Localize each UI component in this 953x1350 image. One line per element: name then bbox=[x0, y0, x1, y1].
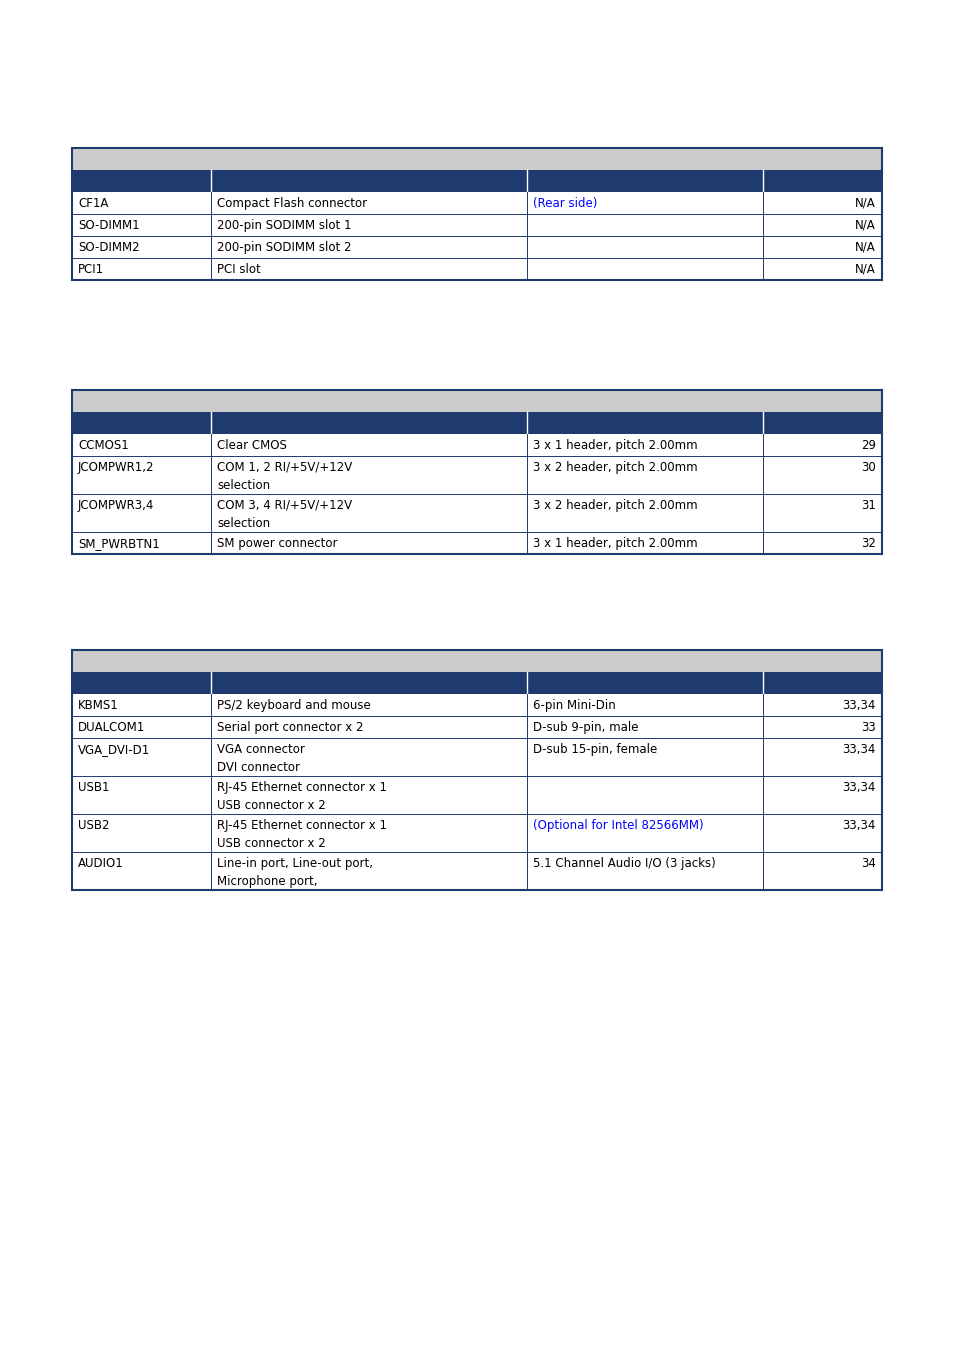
Bar bbox=[71, 412, 882, 433]
Bar bbox=[71, 852, 882, 890]
Text: VGA_DVI-D1: VGA_DVI-D1 bbox=[78, 743, 150, 756]
Bar bbox=[71, 390, 882, 554]
Text: DUALCOM1: DUALCOM1 bbox=[78, 721, 145, 734]
Text: D-sub 15-pin, female: D-sub 15-pin, female bbox=[533, 743, 657, 756]
Text: 33,34: 33,34 bbox=[841, 743, 875, 756]
Text: N/A: N/A bbox=[854, 219, 875, 232]
Text: PCI slot: PCI slot bbox=[217, 263, 261, 275]
Text: AUDIO1: AUDIO1 bbox=[78, 857, 124, 869]
Text: (Rear side): (Rear side) bbox=[533, 197, 597, 211]
Bar bbox=[71, 494, 882, 532]
Text: 33: 33 bbox=[861, 721, 875, 734]
Text: SM power connector: SM power connector bbox=[217, 537, 337, 549]
Text: 200-pin SODIMM slot 1: 200-pin SODIMM slot 1 bbox=[217, 219, 352, 232]
Bar bbox=[71, 649, 882, 890]
Text: COM 3, 4 RI/+5V/+12V
selection: COM 3, 4 RI/+5V/+12V selection bbox=[217, 500, 352, 531]
Text: 32: 32 bbox=[861, 537, 875, 549]
Text: 200-pin SODIMM slot 2: 200-pin SODIMM slot 2 bbox=[217, 242, 352, 254]
Text: 30: 30 bbox=[861, 460, 875, 474]
Text: USB1: USB1 bbox=[78, 782, 110, 794]
Bar bbox=[71, 694, 882, 716]
Bar bbox=[71, 390, 882, 412]
Text: Compact Flash connector: Compact Flash connector bbox=[217, 197, 367, 211]
Text: PS/2 keyboard and mouse: PS/2 keyboard and mouse bbox=[217, 699, 371, 711]
Text: SM_PWRBTN1: SM_PWRBTN1 bbox=[78, 537, 159, 549]
Text: 33,34: 33,34 bbox=[841, 819, 875, 832]
Text: Line-in port, Line-out port,
Microphone port,: Line-in port, Line-out port, Microphone … bbox=[217, 857, 373, 888]
Text: N/A: N/A bbox=[854, 263, 875, 275]
Text: 33,34: 33,34 bbox=[841, 782, 875, 794]
Text: (Optional for Intel 82566MM): (Optional for Intel 82566MM) bbox=[533, 819, 703, 832]
Text: KBMS1: KBMS1 bbox=[78, 699, 118, 711]
Bar bbox=[71, 236, 882, 258]
Text: 29: 29 bbox=[861, 439, 875, 452]
Text: SO-DIMM2: SO-DIMM2 bbox=[78, 242, 139, 254]
Text: RJ-45 Ethernet connector x 1
USB connector x 2: RJ-45 Ethernet connector x 1 USB connect… bbox=[217, 782, 387, 811]
Text: Clear CMOS: Clear CMOS bbox=[217, 439, 287, 452]
Bar bbox=[71, 649, 882, 672]
Text: VGA connector
DVI connector: VGA connector DVI connector bbox=[217, 743, 305, 774]
Text: N/A: N/A bbox=[854, 197, 875, 211]
Text: Serial port connector x 2: Serial port connector x 2 bbox=[217, 721, 363, 734]
Text: CF1A: CF1A bbox=[78, 197, 109, 211]
Bar bbox=[71, 215, 882, 236]
Text: 33,34: 33,34 bbox=[841, 699, 875, 711]
Text: CCMOS1: CCMOS1 bbox=[78, 439, 129, 452]
Bar bbox=[71, 814, 882, 852]
Bar bbox=[71, 192, 882, 215]
Text: N/A: N/A bbox=[854, 242, 875, 254]
Text: RJ-45 Ethernet connector x 1
USB connector x 2: RJ-45 Ethernet connector x 1 USB connect… bbox=[217, 819, 387, 850]
Text: 34: 34 bbox=[861, 857, 875, 869]
Bar bbox=[71, 738, 882, 776]
Bar bbox=[71, 672, 882, 694]
Bar bbox=[71, 433, 882, 456]
Text: 5.1 Channel Audio I/O (3 jacks): 5.1 Channel Audio I/O (3 jacks) bbox=[533, 857, 715, 869]
Text: 31: 31 bbox=[861, 500, 875, 512]
Text: JCOMPWR3,4: JCOMPWR3,4 bbox=[78, 500, 154, 512]
Bar bbox=[71, 716, 882, 738]
Bar bbox=[71, 170, 882, 192]
Text: COM 1, 2 RI/+5V/+12V
selection: COM 1, 2 RI/+5V/+12V selection bbox=[217, 460, 353, 491]
Bar bbox=[71, 776, 882, 814]
Text: 3 x 1 header, pitch 2.00mm: 3 x 1 header, pitch 2.00mm bbox=[533, 439, 697, 452]
Text: 6-pin Mini-Din: 6-pin Mini-Din bbox=[533, 699, 616, 711]
Bar bbox=[71, 258, 882, 279]
Bar bbox=[71, 456, 882, 494]
Text: 3 x 2 header, pitch 2.00mm: 3 x 2 header, pitch 2.00mm bbox=[533, 460, 697, 474]
Bar bbox=[71, 532, 882, 553]
Text: SO-DIMM1: SO-DIMM1 bbox=[78, 219, 139, 232]
Text: USB2: USB2 bbox=[78, 819, 110, 832]
Text: JCOMPWR1,2: JCOMPWR1,2 bbox=[78, 460, 154, 474]
Text: 3 x 2 header, pitch 2.00mm: 3 x 2 header, pitch 2.00mm bbox=[533, 500, 697, 512]
Bar bbox=[71, 148, 882, 170]
Text: PCI1: PCI1 bbox=[78, 263, 104, 275]
Bar bbox=[71, 148, 882, 279]
Text: 3 x 1 header, pitch 2.00mm: 3 x 1 header, pitch 2.00mm bbox=[533, 537, 697, 549]
Text: D-sub 9-pin, male: D-sub 9-pin, male bbox=[533, 721, 639, 734]
